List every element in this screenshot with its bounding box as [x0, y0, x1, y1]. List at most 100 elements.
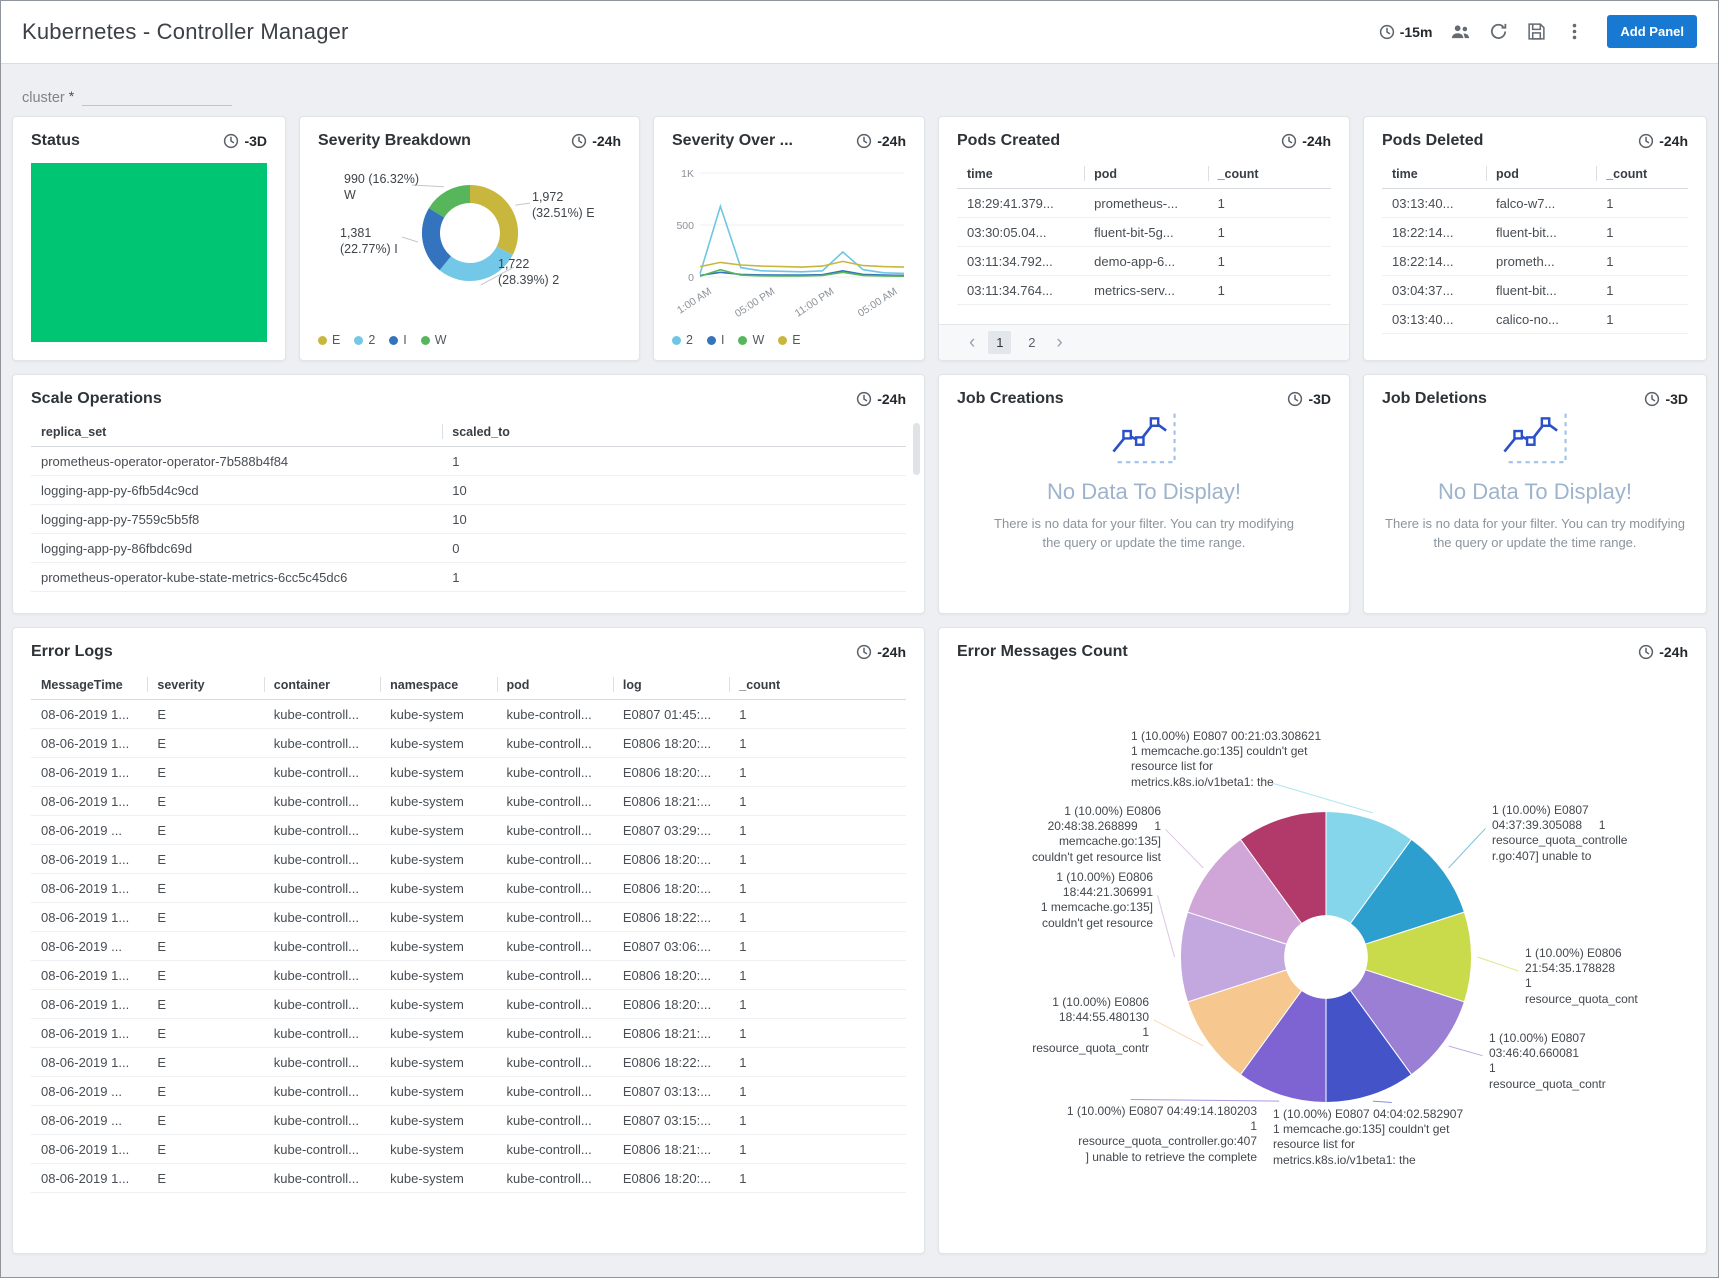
people-icon[interactable] — [1451, 22, 1470, 41]
table-cell: kube-controll... — [506, 1113, 592, 1128]
column-header-count[interactable]: _count — [729, 670, 845, 699]
table-cell: 03:13:40... — [1392, 312, 1454, 327]
pie-slice-label-5: 1 (10.00%) E0807 04:49:14.180203 1 resou… — [1066, 1104, 1257, 1164]
donut-slice-W[interactable] — [428, 184, 470, 218]
column-header-pod[interactable]: pod — [496, 670, 613, 699]
column-header-log[interactable]: log — [612, 670, 729, 699]
pie-slice-5[interactable] — [1239, 955, 1327, 1104]
panel-time-range[interactable]: -3D — [1644, 391, 1688, 407]
legend-label: I — [403, 333, 407, 347]
pie-slice-0[interactable] — [1325, 811, 1413, 959]
pie-slice-1[interactable] — [1324, 838, 1466, 958]
kebab-menu-icon[interactable] — [1565, 22, 1584, 41]
column-header-namespace[interactable]: namespace — [380, 670, 496, 699]
column-header-pod[interactable]: pod — [1486, 159, 1596, 188]
column-header-scaledto[interactable]: scaled_to — [442, 417, 906, 446]
legend-dot — [706, 335, 716, 345]
line-series-E[interactable] — [699, 260, 905, 268]
legend-item-W[interactable]: W — [738, 333, 764, 347]
panel-time-range[interactable]: -24h — [1638, 133, 1688, 149]
line-series-W[interactable] — [699, 268, 905, 277]
legend-item-E[interactable]: E — [778, 333, 801, 347]
scrollbar-thumb[interactable] — [913, 423, 920, 475]
pie-slice-7[interactable] — [1179, 911, 1328, 1003]
column-header-messagetime[interactable]: MessageTime — [41, 678, 123, 692]
donut-slice-E[interactable] — [470, 184, 519, 255]
legend-dot — [778, 335, 788, 345]
table-cell: 08-06-2019 1... — [41, 881, 130, 896]
panel-time-range[interactable]: -24h — [571, 133, 621, 149]
global-time-range-label: -15m — [1399, 23, 1433, 40]
prev-page-button[interactable]: ‹ — [969, 332, 976, 353]
column-header-time[interactable]: time — [967, 167, 993, 181]
panel-time-range[interactable]: -24h — [1638, 644, 1688, 660]
panel-time-range[interactable]: -3D — [223, 133, 267, 149]
table-cell: kube-system — [390, 910, 464, 925]
table-cell: kube-controll... — [273, 794, 360, 809]
cluster-filter-input[interactable] — [82, 86, 233, 106]
column-header-time[interactable]: time — [1392, 167, 1418, 181]
panel-time-range[interactable]: -24h — [856, 133, 906, 149]
table-row: 03:13:40... falco-w7... 1 — [1382, 189, 1688, 218]
table-cell: 03:11:34.792... — [967, 254, 1053, 269]
table-cell: falco-w7... — [1496, 196, 1556, 211]
next-page-button[interactable]: › — [1056, 332, 1063, 353]
save-icon[interactable] — [1527, 22, 1546, 41]
table-cell: 1 — [452, 454, 460, 469]
table-row: 03:30:05.04... fluent-bit-5g... 1 — [957, 218, 1331, 247]
column-header-count[interactable]: _count — [1207, 159, 1331, 188]
legend-item-W[interactable]: W — [420, 333, 447, 347]
table-header-row: replica_set scaled_to — [31, 417, 906, 447]
panel-row-1: Status -3D Severity Breakdown -24h E 2 I W … — [12, 116, 1707, 361]
legend-item-I[interactable]: I — [389, 333, 407, 347]
column-header-container[interactable]: container — [263, 670, 380, 699]
table-cell: 1 — [452, 570, 460, 585]
add-panel-button[interactable]: Add Panel — [1607, 15, 1697, 48]
line-series-2[interactable] — [699, 203, 905, 275]
table-cell: E0806 18:21:... — [622, 794, 712, 809]
table-cell: kube-system — [390, 968, 464, 983]
pie-slice-8[interactable] — [1186, 838, 1328, 958]
panel-time-range[interactable]: -3D — [1287, 391, 1331, 407]
panel-time-range[interactable]: -24h — [1281, 133, 1331, 149]
table-cell: E0806 18:21:... — [622, 1142, 712, 1157]
table-cell: 1 — [1217, 254, 1225, 269]
table-cell: kube-controll... — [506, 1171, 592, 1186]
table-cell: 1 — [739, 997, 747, 1012]
panel-time-range[interactable]: -24h — [856, 391, 906, 407]
pie-slice-9[interactable] — [1239, 811, 1327, 959]
table-cell: E0807 03:13:... — [622, 1084, 712, 1099]
pods-deleted-table: time pod _count 03:13:40... falco-w7... 1 18:2… — [1382, 159, 1688, 334]
table-row: 03:13:40... calico-no... 1 — [1382, 305, 1688, 334]
donut-slice-2[interactable] — [439, 246, 513, 282]
table-cell: 08-06-2019 1... — [41, 852, 130, 867]
legend-item-E[interactable]: E — [318, 333, 340, 347]
panel-time-range[interactable]: -24h — [856, 644, 906, 660]
pie-slice-3[interactable] — [1324, 956, 1466, 1076]
legend-item-2[interactable]: 2 — [354, 333, 375, 347]
legend-item-I[interactable]: I — [706, 333, 724, 347]
clock-icon — [1282, 133, 1297, 149]
column-header-pod[interactable]: pod — [1084, 159, 1207, 188]
legend-item-2[interactable]: 2 — [672, 333, 693, 347]
table-cell: kube-controll... — [273, 852, 360, 867]
pie-slice-6[interactable] — [1186, 956, 1328, 1076]
page-2-button[interactable]: 2 — [1028, 335, 1036, 350]
filter-label: cluster — [22, 90, 65, 106]
global-time-range[interactable]: -15m — [1379, 23, 1433, 40]
pie-slice-4[interactable] — [1325, 955, 1413, 1104]
column-header-replicaset[interactable]: replica_set — [41, 425, 107, 439]
donut-slice-I[interactable] — [421, 208, 451, 271]
page-1-button[interactable]: 1 — [988, 331, 1012, 354]
table-row: 18:29:41.379... prometheus-... 1 — [957, 189, 1331, 218]
column-header-count[interactable]: _count — [1596, 159, 1688, 188]
pie-callout-line — [1448, 1045, 1483, 1057]
legend-label: E — [332, 333, 341, 347]
refresh-icon[interactable] — [1489, 22, 1508, 41]
table-cell: E0806 18:20:... — [622, 736, 712, 751]
column-header-severity[interactable]: severity — [147, 670, 263, 699]
pie-slice-2[interactable] — [1324, 911, 1473, 1003]
table-cell: 18:22:14... — [1392, 254, 1454, 269]
